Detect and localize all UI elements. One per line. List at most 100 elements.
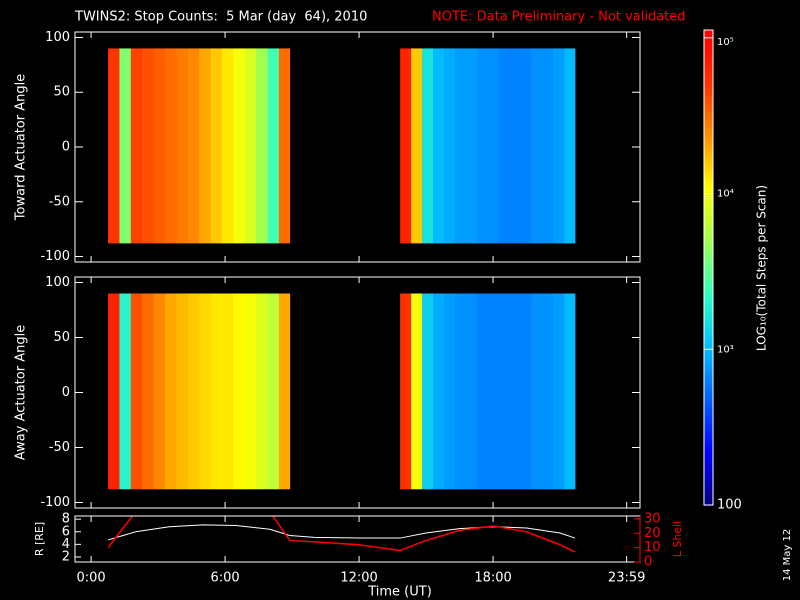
x-tick-label: 18:00 [474, 571, 511, 586]
colorbar-cell [704, 426, 713, 429]
heatmap-cell [244, 48, 257, 244]
colorbar-cell [704, 224, 713, 227]
colorbar-cell [704, 144, 713, 147]
colorbar-cell [704, 246, 713, 249]
heatmap-cell [210, 293, 223, 490]
colorbar-cell [704, 302, 713, 305]
colorbar-cell [704, 204, 713, 207]
colorbar-cell [704, 276, 713, 279]
colorbar-cell [704, 342, 713, 345]
colorbar-cell [704, 74, 713, 77]
heatmap-cell [476, 48, 488, 244]
heatmap-cell [233, 48, 246, 244]
colorbar-cell [704, 58, 713, 61]
heatmap-cell [531, 293, 543, 490]
colorbar-cell [704, 62, 713, 65]
colorbar-cell [704, 420, 713, 423]
colorbar-cell [704, 78, 713, 81]
colorbar-cell [704, 250, 713, 253]
colorbar-cell [704, 30, 713, 33]
colorbar-cell [704, 460, 713, 463]
colorbar-cell [704, 298, 713, 301]
colorbar-cell [704, 252, 713, 255]
heatmap-cell [278, 48, 291, 244]
colorbar-cell [704, 92, 713, 95]
colorbar-cell [704, 216, 713, 219]
heatmap-cell [564, 48, 576, 244]
y2-tick-label: 10 [644, 540, 661, 555]
chart-title: TWINS2: Stop Counts: 5 Mar (day 64), 201… [74, 10, 367, 25]
colorbar-cell [704, 90, 713, 93]
heatmap-cell [142, 293, 154, 490]
orbit-lines [107, 516, 576, 553]
x-axis-label: Time (UT) [367, 585, 432, 600]
heatmap-cell [487, 48, 499, 244]
colorbar-cell [704, 418, 713, 421]
colorbar-tick-label: 10³ [717, 344, 734, 355]
colorbar-cell [704, 68, 713, 71]
heatmap-cell [443, 293, 456, 490]
colorbar-cell [704, 278, 713, 281]
colorbar-cell [704, 478, 713, 481]
colorbar-cell [704, 380, 713, 383]
colorbar-cell [704, 134, 713, 137]
colorbar-cell [704, 122, 713, 125]
colorbar-cell [704, 128, 713, 131]
colorbar-cell [704, 138, 713, 141]
colorbar-cell [704, 152, 713, 155]
colorbar-cell [704, 388, 713, 391]
colorbar-cell [704, 160, 713, 163]
colorbar-cell [704, 446, 713, 449]
colorbar-cell [704, 166, 713, 169]
colorbar-cell [704, 98, 713, 101]
colorbar-cell [704, 48, 713, 51]
colorbar-cell [704, 336, 713, 339]
colorbar-cell [704, 136, 713, 139]
heatmap-cell [164, 293, 177, 490]
colorbar-cell [704, 328, 713, 331]
colorbar-cell [704, 150, 713, 153]
colorbar-cell [704, 376, 713, 379]
colorbar-cell [704, 88, 713, 91]
colorbar-cell [704, 54, 713, 57]
colorbar-cell [704, 294, 713, 297]
y-tick-label: 0 [62, 385, 70, 400]
colorbar-cell [704, 244, 713, 247]
colorbar-cell [704, 368, 713, 371]
colorbar-cell [704, 64, 713, 67]
heatmap-cell [210, 48, 223, 244]
colorbar-cell [704, 162, 713, 165]
heatmap-cell [542, 48, 554, 244]
colorbar-cell [704, 284, 713, 287]
colorbar-cell [704, 310, 713, 313]
colorbar-cell [704, 156, 713, 159]
colorbar-cell [704, 238, 713, 241]
colorbar-cell [704, 70, 713, 73]
x-tick-label: 6:00 [210, 571, 239, 586]
heatmap-cell [267, 48, 280, 244]
colorbar-cell [704, 502, 713, 505]
orbit-line [107, 516, 576, 553]
colorbar-cell [704, 222, 713, 225]
colorbar-cell [704, 218, 713, 221]
colorbar-cell [704, 198, 713, 201]
colorbar-cell [704, 438, 713, 441]
heatmap-cell [176, 48, 189, 244]
colorbar-cell [704, 390, 713, 393]
colorbar-cell [704, 498, 713, 501]
colorbar-cell [704, 322, 713, 325]
colorbar-cell [704, 472, 713, 475]
colorbar-cell [704, 468, 713, 471]
colorbar-cell [704, 188, 713, 191]
heatmap-cell [422, 48, 434, 244]
heatmap-cell [553, 293, 565, 490]
colorbar-cell [704, 288, 713, 291]
x-tick-label: 23:59 [608, 571, 645, 586]
colorbar-cell [704, 464, 713, 467]
colorbar-cell [704, 50, 713, 53]
y2-tick-label: 0 [644, 555, 652, 570]
colorbar-cell [704, 334, 713, 337]
colorbar-tick-label: 100 [717, 498, 742, 513]
colorbar-cell [704, 232, 713, 235]
colorbar-cell [704, 300, 713, 303]
